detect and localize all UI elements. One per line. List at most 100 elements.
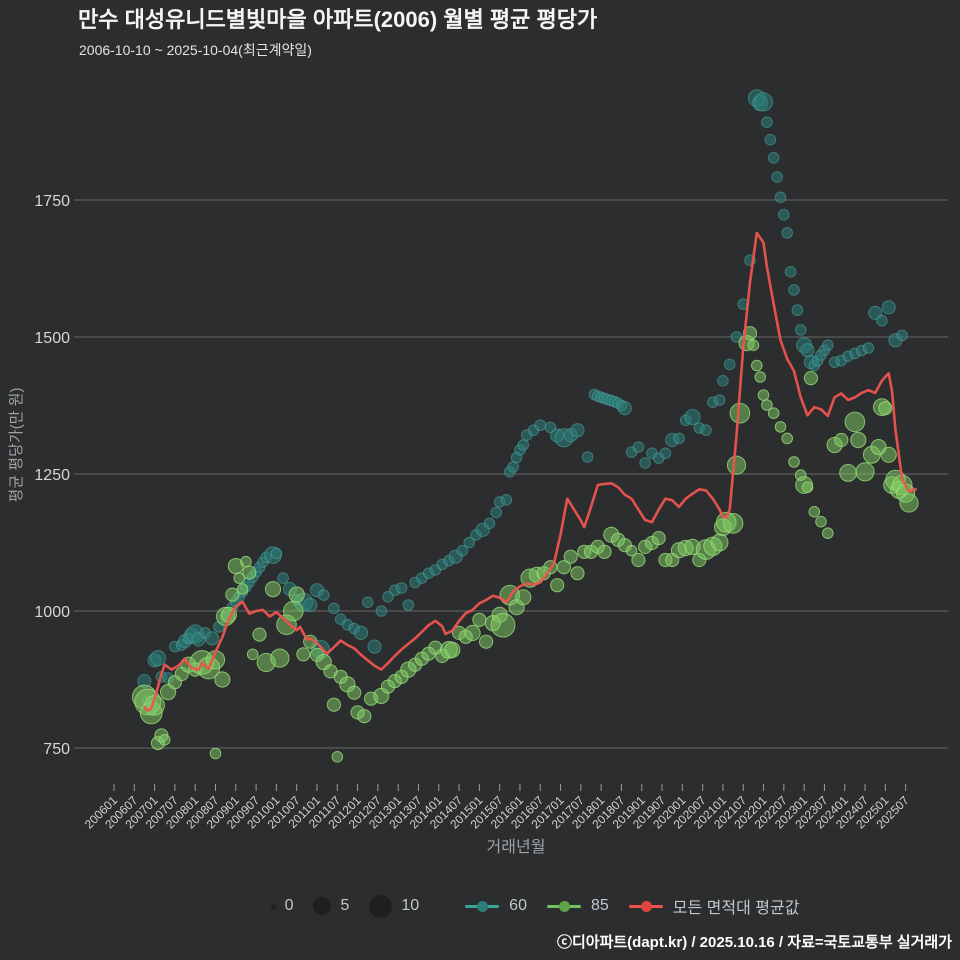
legend-series-avg: 모든 면적대 평균값 bbox=[628, 894, 800, 918]
bubble-point bbox=[317, 589, 330, 601]
bubble-point bbox=[277, 572, 289, 584]
bubble-point bbox=[625, 544, 638, 557]
size-circle-icon bbox=[270, 903, 276, 909]
bubble-point bbox=[296, 647, 311, 662]
bubble-point bbox=[726, 455, 747, 475]
bubble-point bbox=[722, 513, 744, 534]
bubble-point bbox=[753, 92, 774, 112]
bubble-point bbox=[500, 494, 513, 506]
bubble-point bbox=[252, 627, 267, 642]
y-tick-label: 1000 bbox=[34, 604, 70, 621]
bubble-point bbox=[515, 589, 532, 606]
page-title: 만수 대성유니드별빛마을 아파트(2006) 월별 평균 평당가 bbox=[78, 7, 598, 32]
bubble-point bbox=[700, 424, 712, 437]
bubble-point bbox=[742, 326, 758, 341]
page-subtitle: 2006-10-10 ~ 2025-10-04(최근계약일) bbox=[79, 42, 312, 58]
legend-size-item-10: 10 bbox=[369, 894, 420, 918]
legend-series-label: 85 bbox=[590, 897, 609, 914]
bubble-point bbox=[850, 431, 867, 449]
bubble-point bbox=[794, 324, 807, 336]
bubble-point bbox=[808, 506, 821, 518]
bubble-point bbox=[214, 671, 231, 688]
bubble-point bbox=[801, 481, 814, 494]
legend-series-label: 60 bbox=[509, 897, 527, 914]
bubble-point bbox=[444, 641, 461, 659]
bubble-point bbox=[788, 456, 800, 468]
bubble-point bbox=[225, 587, 240, 602]
legend-size-label: 0 bbox=[284, 897, 294, 914]
bubble-point bbox=[563, 549, 578, 564]
bubble-point bbox=[490, 612, 516, 638]
bubble-point bbox=[570, 566, 585, 581]
bubble-point bbox=[767, 152, 780, 164]
y-tick-label: 750 bbox=[43, 741, 70, 758]
bubble-point bbox=[464, 624, 481, 642]
bubble-point bbox=[490, 506, 503, 519]
bubble-point bbox=[684, 408, 701, 426]
bubble-point bbox=[723, 358, 736, 371]
bubble-point bbox=[747, 339, 760, 352]
bubble-point bbox=[550, 578, 565, 593]
legend-size-label: 10 bbox=[401, 897, 420, 914]
bubble-point bbox=[581, 451, 594, 463]
credit-footer: ⓒ디아파트(dapt.kr) / 2025.10.16 / 자료=국토교통부 실… bbox=[556, 934, 952, 951]
bubble-point bbox=[597, 544, 612, 559]
bubble-point bbox=[517, 439, 530, 451]
bubble-point bbox=[326, 697, 341, 712]
bubble-point bbox=[717, 375, 729, 387]
bubble-point bbox=[761, 116, 773, 128]
y-gridlines: 750 1000 1250 1500 1750 bbox=[34, 193, 948, 758]
x-axis-title: 거래년월 bbox=[487, 838, 546, 856]
bubble-point bbox=[328, 602, 340, 615]
bubble-point bbox=[757, 389, 770, 401]
bubble-point bbox=[800, 343, 815, 358]
bubble-point bbox=[361, 596, 374, 609]
bubble-point bbox=[659, 447, 672, 460]
x-ticks: 2006012006072007012007072008012008072009… bbox=[82, 784, 912, 831]
bubble-point bbox=[761, 399, 773, 411]
series-line-icon bbox=[628, 899, 663, 913]
bubble-point bbox=[767, 407, 780, 420]
bubble-point bbox=[233, 572, 245, 584]
bubble-point bbox=[236, 583, 249, 595]
bubble-point bbox=[303, 597, 318, 613]
bubble-point bbox=[367, 639, 382, 654]
bubble-point bbox=[880, 446, 897, 463]
bubble-point bbox=[862, 342, 875, 354]
bubble-point bbox=[896, 329, 909, 342]
bubble-point bbox=[791, 304, 804, 316]
avg-line bbox=[143, 231, 918, 712]
bubble-point bbox=[878, 401, 893, 416]
series-line-icon bbox=[546, 899, 581, 913]
bubble-point bbox=[781, 432, 794, 445]
bubble-point bbox=[375, 605, 388, 617]
bubble-point bbox=[472, 612, 487, 627]
bubble-point bbox=[764, 133, 777, 146]
y-axis-title: 평균 평당가(만 원) bbox=[8, 388, 25, 503]
series-line-icon bbox=[465, 899, 500, 913]
bubble-point bbox=[751, 359, 763, 372]
legend-series-label: 모든 면적대 평균값 bbox=[672, 900, 800, 917]
bubble-point bbox=[639, 457, 651, 469]
bubble-point bbox=[617, 401, 632, 416]
bubble-point bbox=[710, 533, 729, 552]
bubble-point bbox=[631, 552, 646, 568]
bubble-point bbox=[839, 464, 857, 482]
bubble-point bbox=[876, 314, 888, 327]
bubble-point bbox=[270, 648, 290, 668]
legend-series-60: 60 bbox=[465, 897, 527, 915]
size-circle-icon bbox=[313, 897, 332, 915]
bubble-point bbox=[331, 751, 344, 763]
bubble-point bbox=[803, 371, 819, 386]
bubble-point bbox=[402, 599, 415, 611]
bubble-point bbox=[844, 411, 866, 433]
bubble-point bbox=[778, 209, 790, 221]
bubble-point bbox=[264, 581, 282, 598]
bubble-point bbox=[357, 709, 372, 724]
bubble-point bbox=[288, 586, 305, 603]
bubble-point bbox=[240, 555, 252, 568]
bubble-point bbox=[270, 547, 283, 560]
bubble-point bbox=[822, 339, 834, 352]
